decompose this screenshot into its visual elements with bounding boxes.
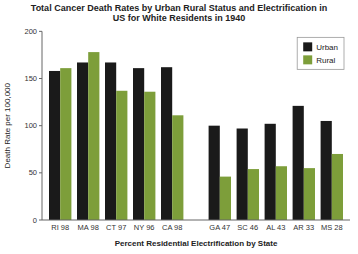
- title: Total Cancer Death Rates by Urban Rural …: [31, 3, 327, 23]
- x-tick-label: GA 47: [209, 223, 230, 232]
- bar: [60, 68, 71, 220]
- bar: [77, 62, 88, 220]
- legend-box: [297, 37, 344, 69]
- x-tick-label: AR 33: [293, 223, 314, 232]
- y-tick: [39, 220, 42, 221]
- bar: [293, 106, 304, 220]
- x-tick-label: AL 43: [266, 223, 285, 232]
- x-tick-label: RI 98: [51, 223, 69, 232]
- y-tick: [39, 78, 42, 79]
- bar: [209, 126, 220, 220]
- bar: [116, 91, 127, 220]
- bar: [304, 168, 315, 220]
- y-tick: [39, 31, 42, 32]
- bar: [105, 62, 116, 220]
- bar: [161, 67, 172, 220]
- x-axis-line: [42, 220, 350, 221]
- x-tick-label: SC 46: [237, 223, 258, 232]
- chart-svg: Total Cancer Death Rates by Urban Rural …: [0, 0, 358, 254]
- legend-label: Urban: [316, 43, 338, 52]
- bar: [88, 52, 99, 220]
- legend-swatch: [303, 42, 312, 51]
- title-line: Total Cancer Death Rates by Urban Rural …: [31, 3, 327, 13]
- x-tick-label: MA 98: [78, 223, 99, 232]
- y-tick-label: 100: [24, 121, 37, 130]
- y-tick: [39, 125, 42, 126]
- bar: [220, 177, 231, 220]
- x-tick-label: MS 28: [321, 223, 343, 232]
- x-tick-label: NY 96: [134, 223, 155, 232]
- x-tick-label: CA 98: [162, 223, 182, 232]
- bar: [49, 71, 60, 220]
- legend: Urban Rural: [297, 37, 344, 69]
- y-tick-label: 150: [24, 74, 37, 83]
- title-line: US for White Residents in 1940: [113, 13, 246, 23]
- legend-label: Rural: [316, 56, 335, 65]
- bar: [321, 121, 332, 220]
- bar: [237, 129, 248, 220]
- bars: [49, 52, 343, 220]
- legend-swatch: [303, 55, 312, 64]
- bar: [172, 115, 183, 220]
- bar: [276, 166, 287, 220]
- bar: [332, 154, 343, 220]
- y-axis-label: Death Rate per 100,000: [3, 82, 12, 168]
- y-tick: [39, 172, 42, 173]
- x-axis-label: Percent Residential Electrification by S…: [115, 239, 278, 248]
- bar: [144, 92, 155, 220]
- bar: [265, 124, 276, 220]
- bar: [133, 68, 144, 220]
- y-tick-label: 200: [24, 27, 37, 36]
- y-tick-label: 0: [33, 216, 37, 225]
- y-tick-label: 50: [29, 168, 37, 177]
- bar: [248, 169, 259, 220]
- chart-container: Total Cancer Death Rates by Urban Rural …: [0, 0, 358, 254]
- x-tick-label: CT 97: [106, 223, 126, 232]
